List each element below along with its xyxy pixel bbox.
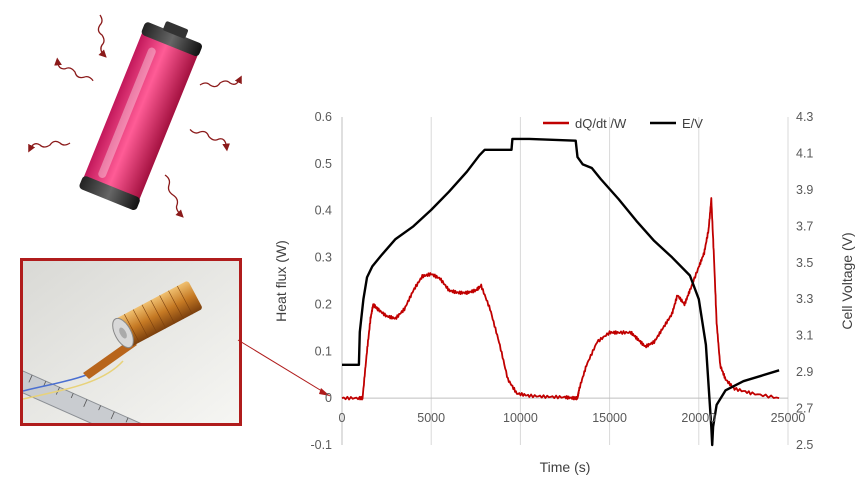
left-tick-label: 0.6: [315, 110, 332, 124]
chart-labels: 0 5000 10000 15000 20000 25000 -0.1 0 0.1 0.2 0.3 0…: [273, 110, 855, 475]
x-axis-title: Time (s): [540, 459, 591, 475]
legend-label: dQ/dt /W: [575, 116, 627, 131]
right-tick-label: 3.5: [796, 256, 813, 270]
left-tick-label: 0.3: [315, 251, 332, 265]
right-tick-label: 4.3: [796, 110, 813, 124]
photo-callout-arrowhead: [319, 388, 330, 396]
battery-illustration: [28, 14, 242, 218]
x-tick-label: 20000: [681, 411, 716, 425]
right-tick-label: 3.3: [796, 292, 813, 306]
legend-label: E/V: [682, 116, 703, 131]
right-tick-label: 3.9: [796, 183, 813, 197]
right-tick-label: 3.1: [796, 329, 813, 343]
right-tick-label: 4.1: [796, 146, 813, 160]
left-tick-label: 0.5: [315, 157, 332, 171]
right-tick-label: 3.7: [796, 219, 813, 233]
left-tick-label: 0.1: [315, 344, 332, 358]
right-axis-title: Cell Voltage (V): [839, 232, 855, 329]
chart-series: [341, 137, 780, 447]
x-tick-label: 0: [339, 411, 346, 425]
left-tick-label: -0.1: [310, 438, 332, 452]
voltage-series-line: [342, 137, 780, 447]
right-tick-label: 2.9: [796, 365, 813, 379]
sensor-photo: [20, 258, 242, 426]
chart-gridlines: [430, 117, 789, 445]
left-axis-title: Heat flux (W): [273, 240, 289, 322]
left-tick-label: 0.2: [315, 297, 332, 311]
sensor-photo-art: [23, 261, 239, 423]
chart-legend: dQ/dt /W E/V: [543, 116, 703, 131]
x-tick-label: 10000: [503, 411, 538, 425]
left-tick-label: 0.4: [315, 204, 332, 218]
left-tick-label: 0: [325, 391, 332, 405]
heat-flux-series-line: [341, 197, 780, 401]
x-tick-label: 25000: [771, 411, 806, 425]
photo-callout-line: [237, 339, 331, 397]
right-tick-label: 2.5: [796, 438, 813, 452]
x-tick-label: 5000: [417, 411, 445, 425]
right-tick-label: 2.7: [796, 402, 813, 416]
battery-cell-icon: [79, 21, 202, 210]
heat-wave-icons: [28, 14, 242, 218]
x-tick-label: 15000: [592, 411, 627, 425]
